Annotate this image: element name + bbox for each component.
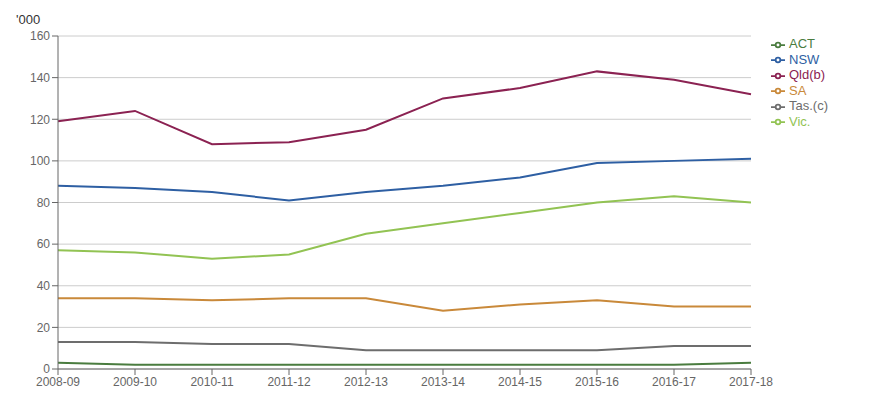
svg-text:40: 40 <box>37 279 51 293</box>
svg-text:2008-09: 2008-09 <box>36 375 80 389</box>
svg-text:2017-18: 2017-18 <box>729 375 773 389</box>
svg-text:60: 60 <box>37 237 51 251</box>
svg-text:0: 0 <box>43 362 50 376</box>
svg-text:2015-16: 2015-16 <box>575 375 619 389</box>
svg-text:100: 100 <box>30 154 50 168</box>
html-text:NSW: NSW <box>789 51 820 67</box>
svg-text:2012-13: 2012-13 <box>344 375 388 389</box>
svg-text:160: 160 <box>30 29 50 43</box>
svg-text:2010-11: 2010-11 <box>190 375 233 389</box>
html-text:Tas.(c): Tas.(c) <box>789 98 828 114</box>
html-text:'000: '000 <box>16 12 41 27</box>
svg-text:2011-12: 2011-12 <box>267 375 310 389</box>
svg-text:20: 20 <box>37 321 51 335</box>
svg-text:140: 140 <box>30 71 50 85</box>
html-text:SA: SA <box>789 82 807 98</box>
html-text:Qld(b): Qld(b) <box>789 67 826 83</box>
svg-text:2016-17: 2016-17 <box>652 375 696 389</box>
html-text:Vic.: Vic. <box>789 113 811 129</box>
svg-text:120: 120 <box>30 113 50 127</box>
svg-text:2013-14: 2013-14 <box>421 375 465 389</box>
html-text:ACT: ACT <box>789 36 815 51</box>
svg-text:2009-10: 2009-10 <box>113 375 157 389</box>
svg-text:2014-15: 2014-15 <box>498 375 542 389</box>
svg-text:80: 80 <box>37 196 51 210</box>
